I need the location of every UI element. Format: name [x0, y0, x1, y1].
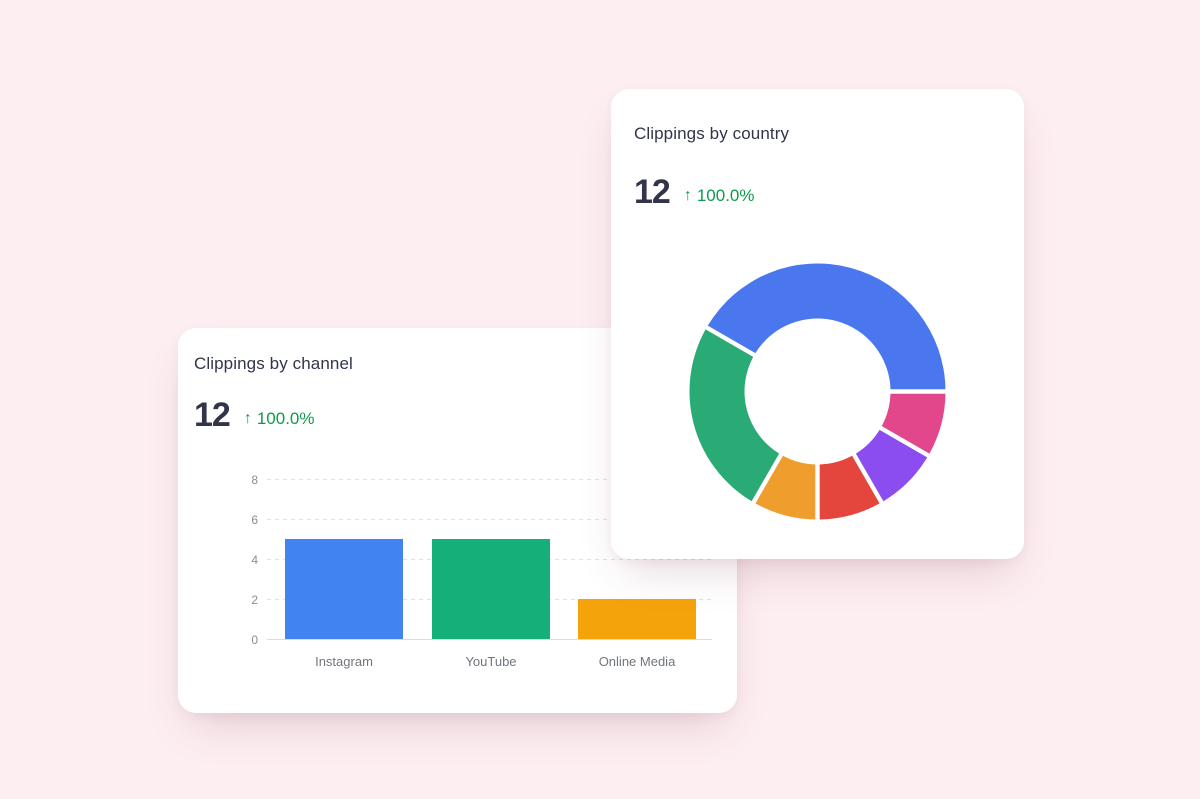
bar-chart-clippings-by-channel: 0 2 4 6 8 Instagram YouTube Online Media [178, 328, 737, 713]
y-axis-tick-label-6: 6 [251, 513, 258, 527]
donut-segment-4[interactable] [755, 455, 816, 520]
card-title-channel: Clippings by channel [194, 354, 353, 373]
x-axis-label-youtube: YouTube [465, 654, 517, 669]
donut-segment-1[interactable] [881, 393, 946, 454]
donut-chart-clippings-by-country [687, 261, 948, 522]
bar-online-media[interactable] [578, 599, 696, 639]
y-axis-tick-label-2: 2 [251, 593, 258, 607]
gridline-y-8 [267, 479, 712, 480]
metric-total-channel: 12 [194, 396, 231, 434]
metric-total-country: 12 [634, 173, 671, 211]
donut-svg [689, 263, 946, 520]
trend-up-arrow-icon: ↑ [683, 187, 692, 204]
card-title-country: Clippings by country [634, 124, 790, 143]
gridline-y-6 [267, 519, 712, 520]
trend-percent-country: 100.0% [696, 186, 755, 205]
metric-row-channel: 12 ↑ 100.0% [194, 398, 315, 432]
y-axis-tick-label-4: 4 [251, 553, 258, 567]
x-axis-label-online-media: Online Media [598, 654, 676, 669]
trend-indicator-country: ↑ 100.0% [684, 186, 755, 209]
donut-segment-3[interactable] [819, 455, 880, 520]
donut-segment-2[interactable] [855, 429, 928, 502]
trend-up-arrow-icon: ↑ [243, 410, 252, 427]
y-axis-tick-label-8: 8 [251, 473, 258, 487]
bar-instagram[interactable] [285, 539, 403, 639]
trend-indicator-channel: ↑ 100.0% [244, 409, 315, 432]
x-axis-label-instagram: Instagram [315, 654, 373, 669]
donut-segment-5[interactable] [689, 329, 780, 502]
donut-segment-6[interactable] [707, 263, 946, 390]
y-axis-tick-label-0: 0 [251, 633, 258, 647]
card-clippings-by-country: Clippings by country 12 ↑ 100.0% [611, 89, 1024, 559]
gridline-y-0 [267, 639, 712, 640]
trend-percent-channel: 100.0% [256, 409, 315, 428]
metric-row-country: 12 ↑ 100.0% [634, 175, 755, 209]
bar-youtube[interactable] [432, 539, 550, 639]
